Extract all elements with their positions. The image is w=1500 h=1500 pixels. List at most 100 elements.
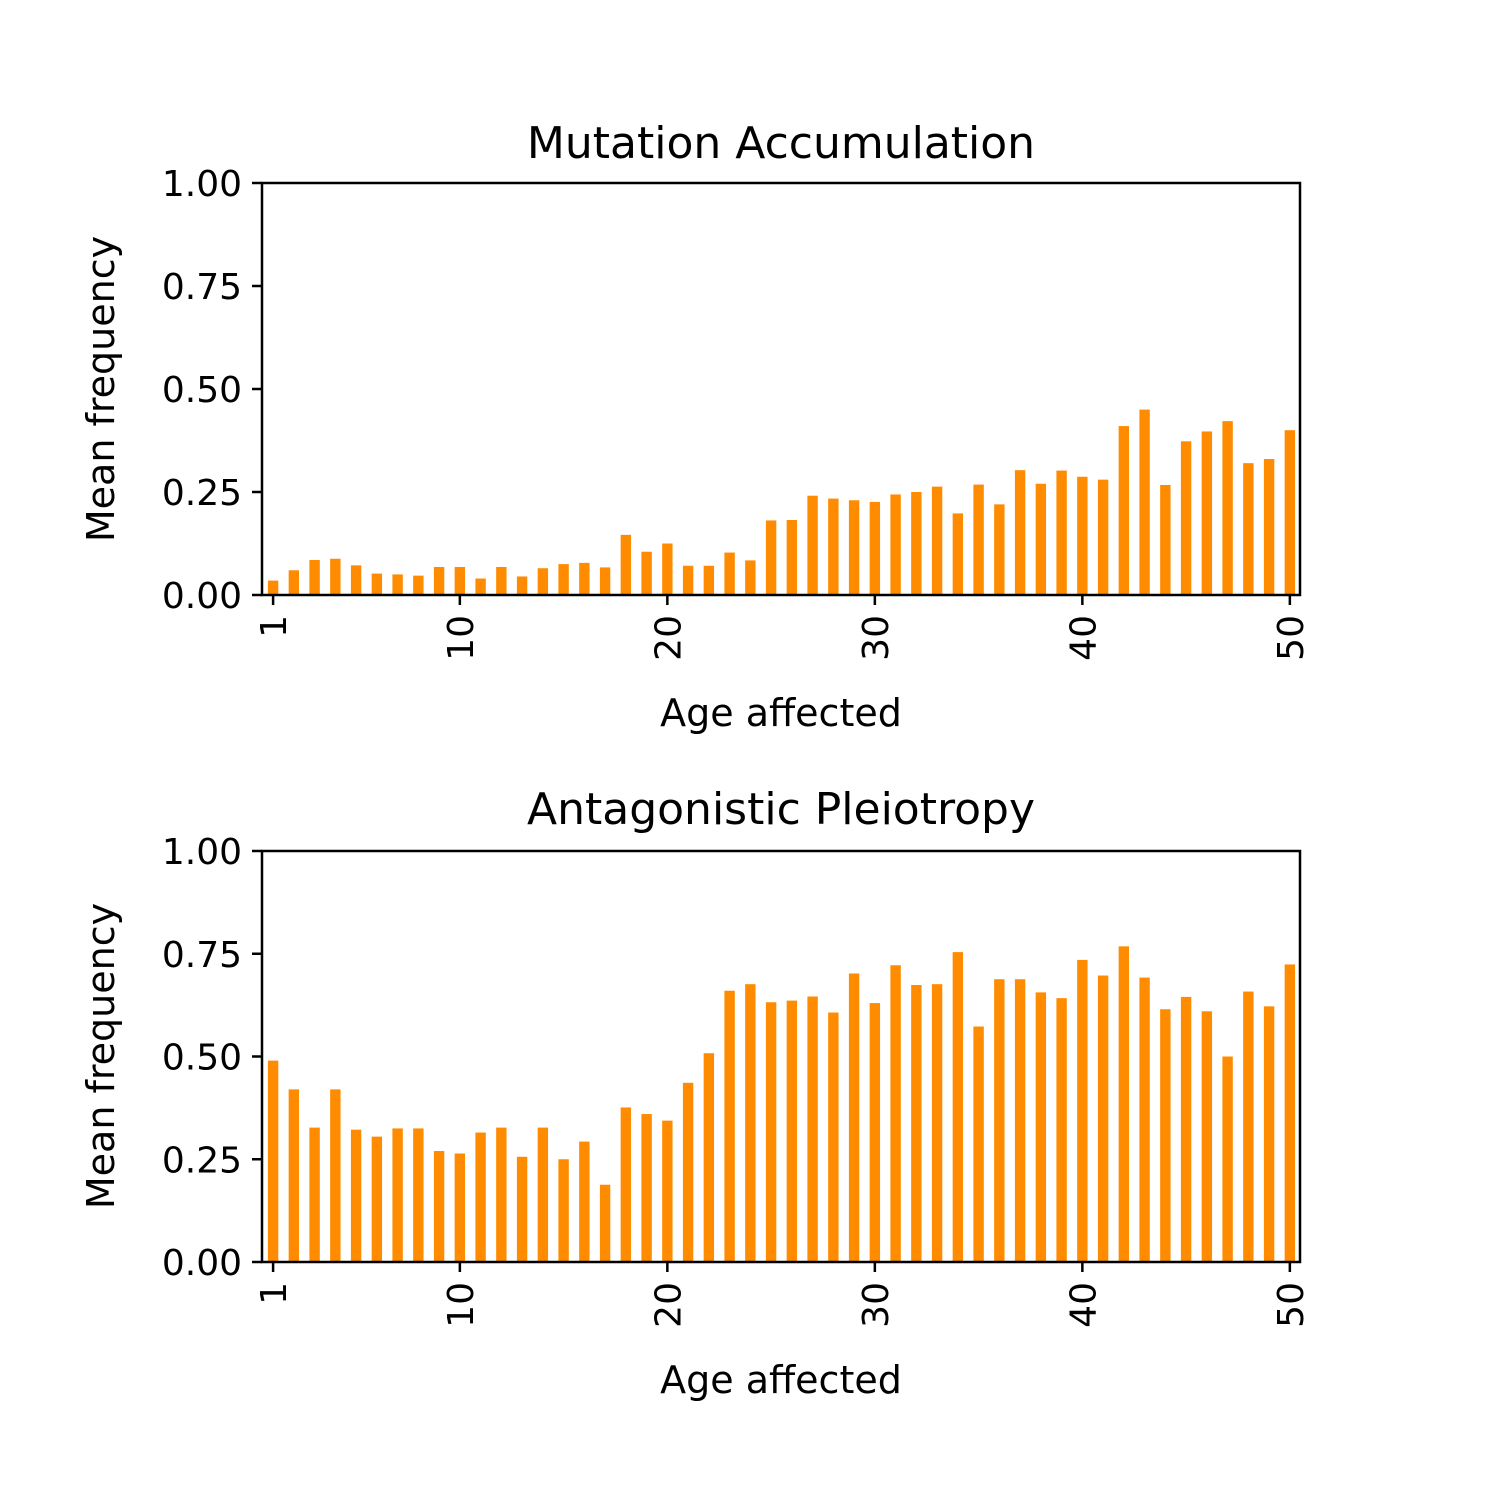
bar-age-47 [1222, 421, 1233, 595]
chart-title: Antagonistic Pleiotropy [527, 784, 1035, 835]
bar-age-7 [392, 574, 403, 595]
x-axis-label: Age affected [660, 1358, 902, 1402]
bar-age-11 [475, 1132, 486, 1262]
x-tick-label: 1 [254, 1282, 295, 1305]
chart-panel-mutation-accumulation: Mutation Accumulation 0.00 0.25 0.50 0.75 1.… [79, 118, 1312, 735]
bar-age-48 [1243, 463, 1254, 595]
bar-age-42 [1118, 426, 1130, 595]
y-axis-label: Mean frequency [79, 903, 123, 1209]
y-axis-label: Mean frequency [79, 236, 123, 542]
bar-age-30 [869, 1003, 881, 1262]
chart-panel-antagonistic-pleiotropy: Antagonistic Pleiotropy 0.00 0.25 0.50 0.75… [79, 784, 1312, 1402]
bar-age-13 [516, 1156, 528, 1262]
chart-title: Mutation Accumulation [527, 118, 1035, 169]
bar-age-5 [350, 1129, 362, 1262]
x-tick-label: 50 [1271, 1282, 1312, 1328]
bar-age-50 [1284, 430, 1296, 595]
bar-age-17 [599, 567, 611, 595]
bar-age-43 [1139, 409, 1150, 595]
bar-age-41 [1097, 479, 1109, 595]
x-tick-label: 30 [856, 1282, 897, 1328]
bar-age-32 [911, 492, 922, 595]
bar-age-9 [433, 1151, 445, 1262]
bar-age-21 [682, 1082, 694, 1262]
bar-age-45 [1180, 996, 1192, 1262]
y-tick-label: 0.00 [162, 576, 242, 617]
bar-age-15 [558, 1159, 569, 1262]
bar-age-31 [890, 965, 901, 1262]
x-axis-ticks: 1 10 20 30 40 50 [254, 595, 1312, 661]
bar-age-45 [1180, 441, 1192, 595]
x-tick-label: 50 [1271, 615, 1312, 661]
bar-age-14 [537, 568, 549, 595]
bar-age-40 [1077, 476, 1088, 595]
bar-age-35 [973, 1026, 984, 1262]
bar-age-7 [392, 1128, 403, 1262]
bar-age-44 [1160, 485, 1171, 595]
bar-age-9 [433, 566, 445, 595]
bar-age-13 [516, 576, 528, 595]
bar-age-25 [765, 1002, 777, 1262]
bar-age-36 [994, 504, 1005, 595]
bar-age-4 [330, 558, 341, 595]
x-tick-label: 10 [441, 1282, 482, 1328]
bar-age-24 [745, 560, 756, 595]
y-axis-ticks: 0.00 0.25 0.50 0.75 1.00 [162, 164, 262, 617]
bar-age-35 [973, 484, 984, 595]
bar-age-38 [1035, 992, 1047, 1262]
y-tick-label: 0.50 [162, 370, 242, 411]
bar-age-12 [496, 1127, 507, 1262]
bar-age-10 [454, 566, 466, 595]
bar-age-39 [1056, 470, 1067, 595]
bar-age-22 [703, 1053, 715, 1262]
bar-age-39 [1056, 998, 1067, 1262]
y-tick-label: 1.00 [162, 164, 242, 205]
y-tick-label: 0.75 [162, 935, 242, 976]
bar-age-19 [641, 551, 652, 595]
bar-age-12 [496, 566, 507, 595]
bar-age-33 [931, 486, 943, 595]
y-tick-label: 0.00 [162, 1243, 242, 1284]
x-tick-label: 40 [1063, 615, 1104, 661]
bar-age-11 [475, 578, 486, 595]
bar-age-32 [911, 984, 922, 1262]
x-tick-label: 20 [648, 1282, 689, 1328]
bar-age-6 [371, 1136, 383, 1262]
bar-age-23 [724, 990, 735, 1262]
bar-age-40 [1077, 959, 1088, 1262]
bar-age-38 [1035, 483, 1047, 595]
bar-age-22 [703, 565, 715, 595]
bar-age-1 [267, 580, 279, 595]
bar-age-41 [1097, 975, 1109, 1262]
bar-age-2 [288, 1089, 300, 1262]
bar-age-47 [1222, 1056, 1233, 1262]
bar-age-5 [350, 565, 362, 595]
bar-age-44 [1160, 1009, 1171, 1262]
bar-age-21 [682, 565, 694, 595]
bar-age-49 [1263, 459, 1275, 595]
bar-age-46 [1201, 431, 1213, 595]
x-tick-label: 40 [1063, 1282, 1104, 1328]
x-tick-label: 10 [441, 615, 482, 661]
bar-age-4 [330, 1089, 341, 1262]
bar-age-24 [745, 984, 756, 1262]
bar-age-43 [1139, 977, 1150, 1262]
bar-age-26 [786, 520, 798, 595]
bar-age-34 [952, 952, 964, 1262]
bar-age-37 [1014, 470, 1026, 595]
bar-age-1 [267, 1060, 279, 1262]
bar-age-29 [848, 973, 860, 1262]
bar-age-8 [413, 575, 424, 595]
x-axis-ticks: 1 10 20 30 40 50 [254, 1262, 1312, 1328]
bar-age-2 [288, 570, 300, 595]
bar-age-49 [1263, 1006, 1275, 1262]
y-tick-label: 0.50 [162, 1038, 242, 1079]
bar-age-27 [807, 495, 818, 595]
bar-age-27 [807, 996, 818, 1262]
bar-age-28 [828, 1012, 839, 1262]
bar-age-15 [558, 564, 569, 595]
bar-age-23 [724, 552, 735, 595]
x-axis-label: Age affected [660, 691, 902, 735]
bar-age-33 [931, 984, 943, 1262]
